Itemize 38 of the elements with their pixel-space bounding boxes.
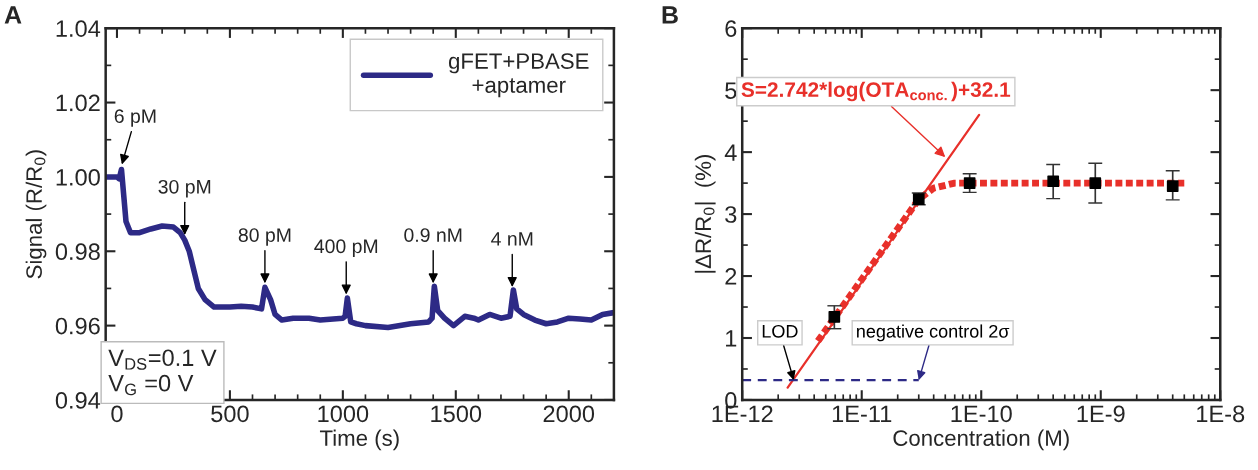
x-tick-label: 1E-10 bbox=[951, 405, 1012, 423]
y-tick-label: 0.98 bbox=[55, 243, 100, 261]
annotation: V$_{DS}$=0.1 V V$_{G}$ =0 V bbox=[108, 349, 217, 396]
y-tick-label: 0.94 bbox=[55, 392, 101, 409]
y-tick-label: 1.02 bbox=[56, 94, 100, 112]
chart-title: A bbox=[4, 6, 22, 24]
annotation: 80 pM bbox=[238, 228, 291, 246]
y-tick-label: 1.00 bbox=[56, 168, 100, 186]
x-tick-label: 1E-8 bbox=[1197, 405, 1245, 423]
y-tick-label: 0.96 bbox=[55, 317, 100, 335]
y-tick-label: 3 bbox=[725, 206, 737, 223]
annotation: S=2.742*log(OTA$_{conc.}$)+32.1 bbox=[741, 81, 1011, 102]
y-tick-label: 6 bbox=[725, 20, 737, 37]
annotation: negative control 2σ bbox=[857, 324, 1010, 342]
x-axis-title: Time (s) bbox=[319, 429, 399, 451]
x-tick-label: 0 bbox=[111, 405, 123, 423]
x-tick-label: 500 bbox=[211, 405, 249, 423]
annotation: 400 pM bbox=[314, 239, 378, 257]
chart-title: B bbox=[662, 6, 678, 24]
y-tick-label: 5 bbox=[725, 82, 737, 99]
x-tick-label: 2000 bbox=[543, 405, 595, 423]
y-tick-label: 4 bbox=[724, 144, 737, 161]
annotation: 4 nM bbox=[491, 232, 533, 246]
x-tick-label: 1E-11 bbox=[832, 405, 892, 422]
annotation: 0.9 nM bbox=[404, 228, 462, 242]
annotation: LOD bbox=[762, 324, 798, 338]
y-tick-label: 2 bbox=[725, 268, 737, 285]
x-tick-label: 1000 bbox=[318, 405, 369, 423]
y-tick-label: 1.04 bbox=[56, 20, 101, 37]
x-tick-label: 1500 bbox=[431, 405, 482, 423]
y-axis-title: Signal (R/R$_{0}$) bbox=[25, 150, 47, 279]
y-axis-title: |ΔR/R$_{0}$| (%) bbox=[694, 155, 716, 273]
annotation: 6 pM bbox=[114, 109, 156, 127]
x-tick-label: 1E-9 bbox=[1077, 405, 1125, 423]
legend-label: gFET+PBASE +aptamer bbox=[448, 53, 589, 98]
x-axis-title: Concentration (M) bbox=[893, 429, 1069, 451]
annotation: 30 pM bbox=[158, 179, 211, 198]
y-tick-label: 1 bbox=[726, 330, 737, 347]
